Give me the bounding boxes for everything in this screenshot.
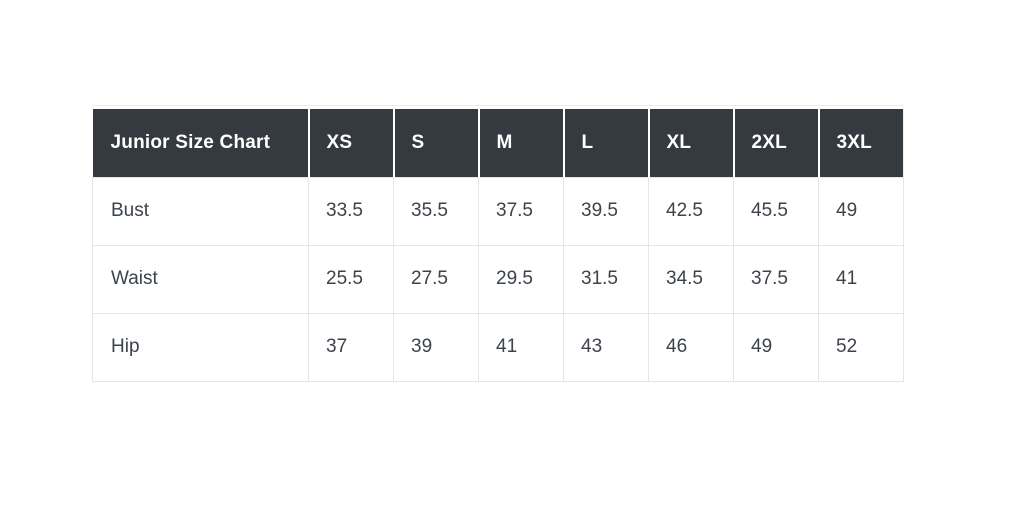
col-header-xs: XS (308, 109, 395, 177)
col-header-s: S (393, 109, 480, 177)
cell-hip-3xl: 52 (818, 312, 904, 382)
table-row-waist: Waist 25.5 27.5 29.5 31.5 34.5 37.5 41 (92, 244, 904, 314)
cell-waist-s: 27.5 (393, 244, 479, 314)
cell-bust-3xl: 49 (818, 176, 904, 246)
cell-waist-xs: 25.5 (308, 244, 394, 314)
cell-waist-m: 29.5 (478, 244, 564, 314)
col-header-l: L (563, 109, 650, 177)
row-label-bust: Bust (92, 176, 309, 246)
header-row: Junior Size Chart XS S M L XL 2XL 3XL (92, 109, 904, 177)
cell-hip-s: 39 (393, 312, 479, 382)
cell-hip-m: 41 (478, 312, 564, 382)
cell-hip-l: 43 (563, 312, 649, 382)
row-label-hip: Hip (92, 312, 309, 382)
col-header-2xl: 2XL (733, 109, 820, 177)
cell-bust-xl: 42.5 (648, 176, 734, 246)
cell-hip-xl: 46 (648, 312, 734, 382)
cell-bust-xs: 33.5 (308, 176, 394, 246)
size-chart-table-wrap: Junior Size Chart XS S M L XL 2XL 3XL Bu… (92, 105, 904, 382)
cell-bust-l: 39.5 (563, 176, 649, 246)
cell-bust-2xl: 45.5 (733, 176, 819, 246)
cell-bust-s: 35.5 (393, 176, 479, 246)
cell-waist-2xl: 37.5 (733, 244, 819, 314)
cell-hip-xs: 37 (308, 312, 394, 382)
cell-bust-m: 37.5 (478, 176, 564, 246)
table-row-hip: Hip 37 39 41 43 46 49 52 (92, 312, 904, 382)
cell-hip-2xl: 49 (733, 312, 819, 382)
col-header-3xl: 3XL (818, 109, 904, 177)
junior-size-chart-table: Junior Size Chart XS S M L XL 2XL 3XL Bu… (92, 109, 904, 382)
table-row-bust: Bust 33.5 35.5 37.5 39.5 42.5 45.5 49 (92, 176, 904, 246)
cell-waist-l: 31.5 (563, 244, 649, 314)
col-header-m: M (478, 109, 565, 177)
col-header-xl: XL (648, 109, 735, 177)
cell-waist-xl: 34.5 (648, 244, 734, 314)
row-label-waist: Waist (92, 244, 309, 314)
cell-waist-3xl: 41 (818, 244, 904, 314)
table-title-cell: Junior Size Chart (92, 109, 310, 177)
